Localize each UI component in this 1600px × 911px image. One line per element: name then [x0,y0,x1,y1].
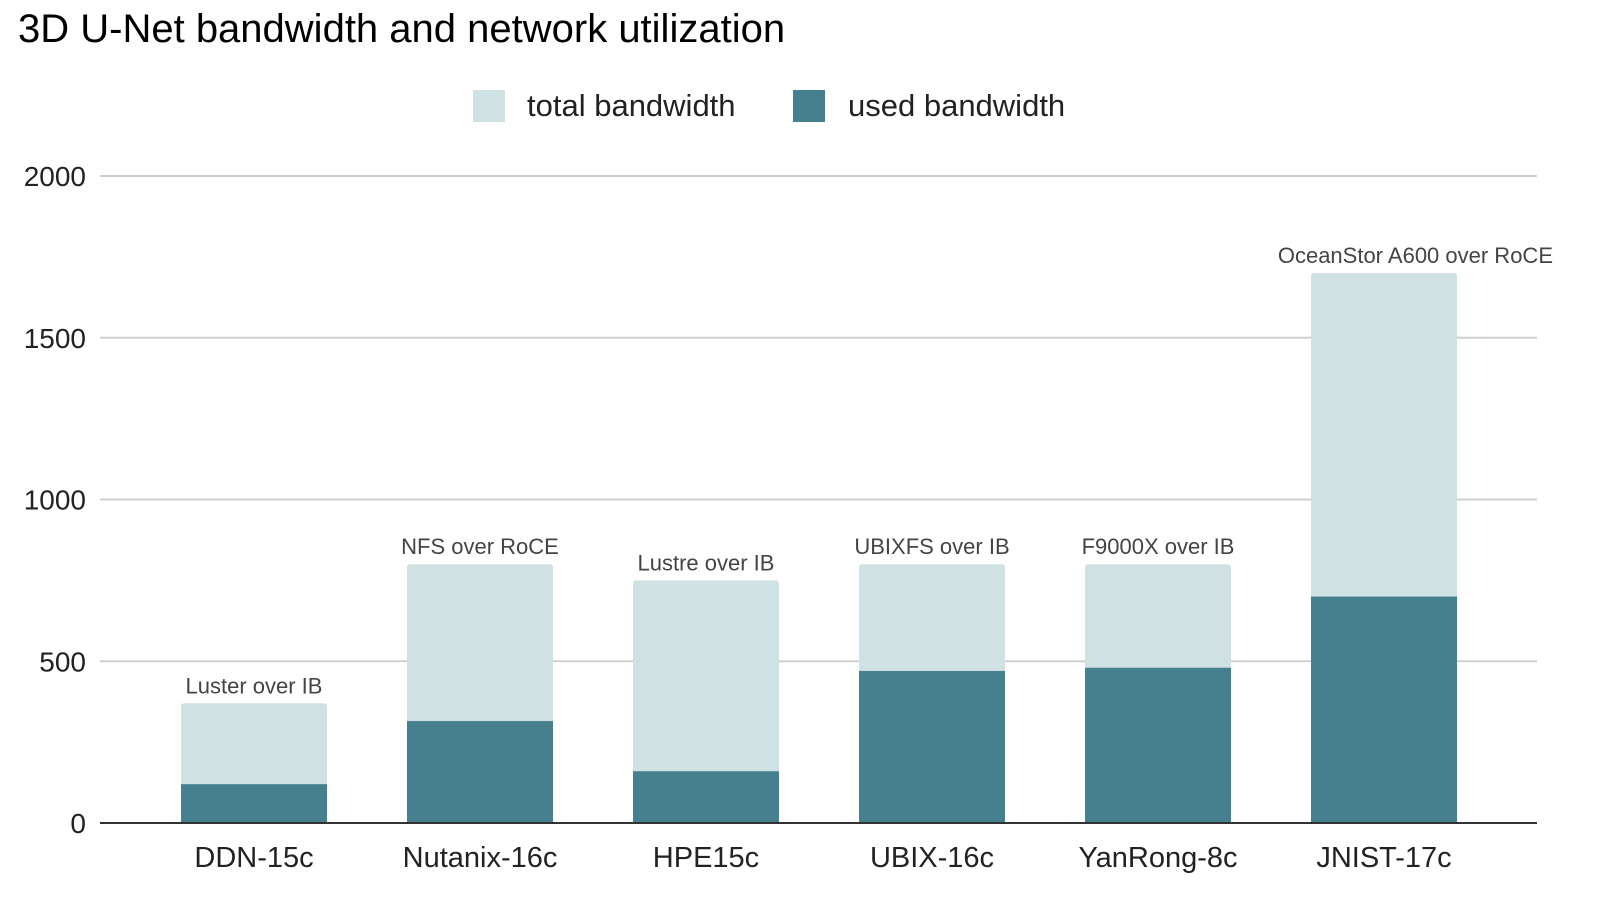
chart-title: 3D U-Net bandwidth and network utilizati… [18,7,785,51]
bar-used-bandwidth [859,670,1005,823]
bar-annotation: Luster over IB [186,673,323,698]
bar-annotation: F9000X over IB [1082,534,1235,559]
bar-used-bandwidth [181,784,327,823]
legend-swatch-used [793,90,825,122]
y-tick-label: 1500 [24,323,86,354]
legend-label-total: total bandwidth [527,88,736,123]
bar-annotation: Lustre over IB [638,550,775,575]
bar-annotations: Luster over IB NFS over RoCE Lustre over I… [186,243,1553,698]
bar-used-bandwidth [407,721,553,823]
x-tick-label: HPE15c [653,842,759,874]
x-tick-label: DDN-15c [194,842,313,874]
bar-used-bandwidth [633,771,779,823]
x-axis: DDN-15c Nutanix-16c HPE15c UBIX-16c YanRong-… [100,822,1537,874]
bar-used-bandwidth [1311,596,1457,823]
x-tick-label: JNIST-17c [1316,842,1451,874]
legend: total bandwidth used bandwidth [473,88,1065,123]
y-tick-label: 1000 [24,485,86,516]
bar-annotation: OceanStor A600 over RoCE [1278,243,1553,268]
x-tick-label: Nutanix-16c [403,842,558,874]
y-axis: 0 500 1000 1500 2000 [24,161,86,839]
bar-used-bandwidth [1085,667,1231,823]
y-tick-label: 0 [70,808,86,839]
y-tick-label: 2000 [24,161,86,192]
bar-annotation: NFS over RoCE [401,534,559,559]
x-tick-label: YanRong-8c [1078,842,1237,874]
legend-label-used: used bandwidth [848,88,1065,123]
bars [181,273,1457,823]
bar-total-bandwidth [633,580,779,823]
y-tick-label: 500 [39,646,86,677]
x-tick-label: UBIX-16c [870,842,994,874]
bar-annotation: UBIXFS over IB [854,534,1009,559]
gridlines [100,175,1537,663]
legend-swatch-total [473,90,505,122]
